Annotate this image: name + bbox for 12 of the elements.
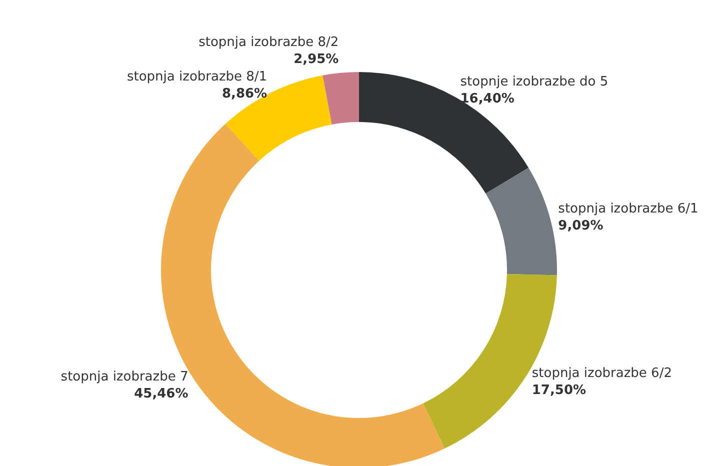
slice-label: stopnja izobrazbe 7: [60, 369, 188, 384]
data-label: 16,40%: [460, 92, 514, 107]
data-label: 8,86%: [222, 86, 268, 102]
data-label: 17,50%: [532, 383, 586, 398]
data-label: 9,09%: [558, 218, 604, 234]
slice-label: stopnja izobrazbe 8/2: [198, 34, 339, 50]
slice-label: stopnje izobrazbe do 5: [460, 74, 608, 90]
data-label: 45,46%: [134, 386, 188, 402]
data-label: 2,95%: [294, 52, 339, 67]
slice-label: stopnja izobrazbe 6/2: [532, 366, 672, 382]
slice-label: stopnja izobrazbe 8/1: [126, 70, 268, 85]
slice-label: stopnja izobrazbe 6/1: [558, 201, 698, 216]
